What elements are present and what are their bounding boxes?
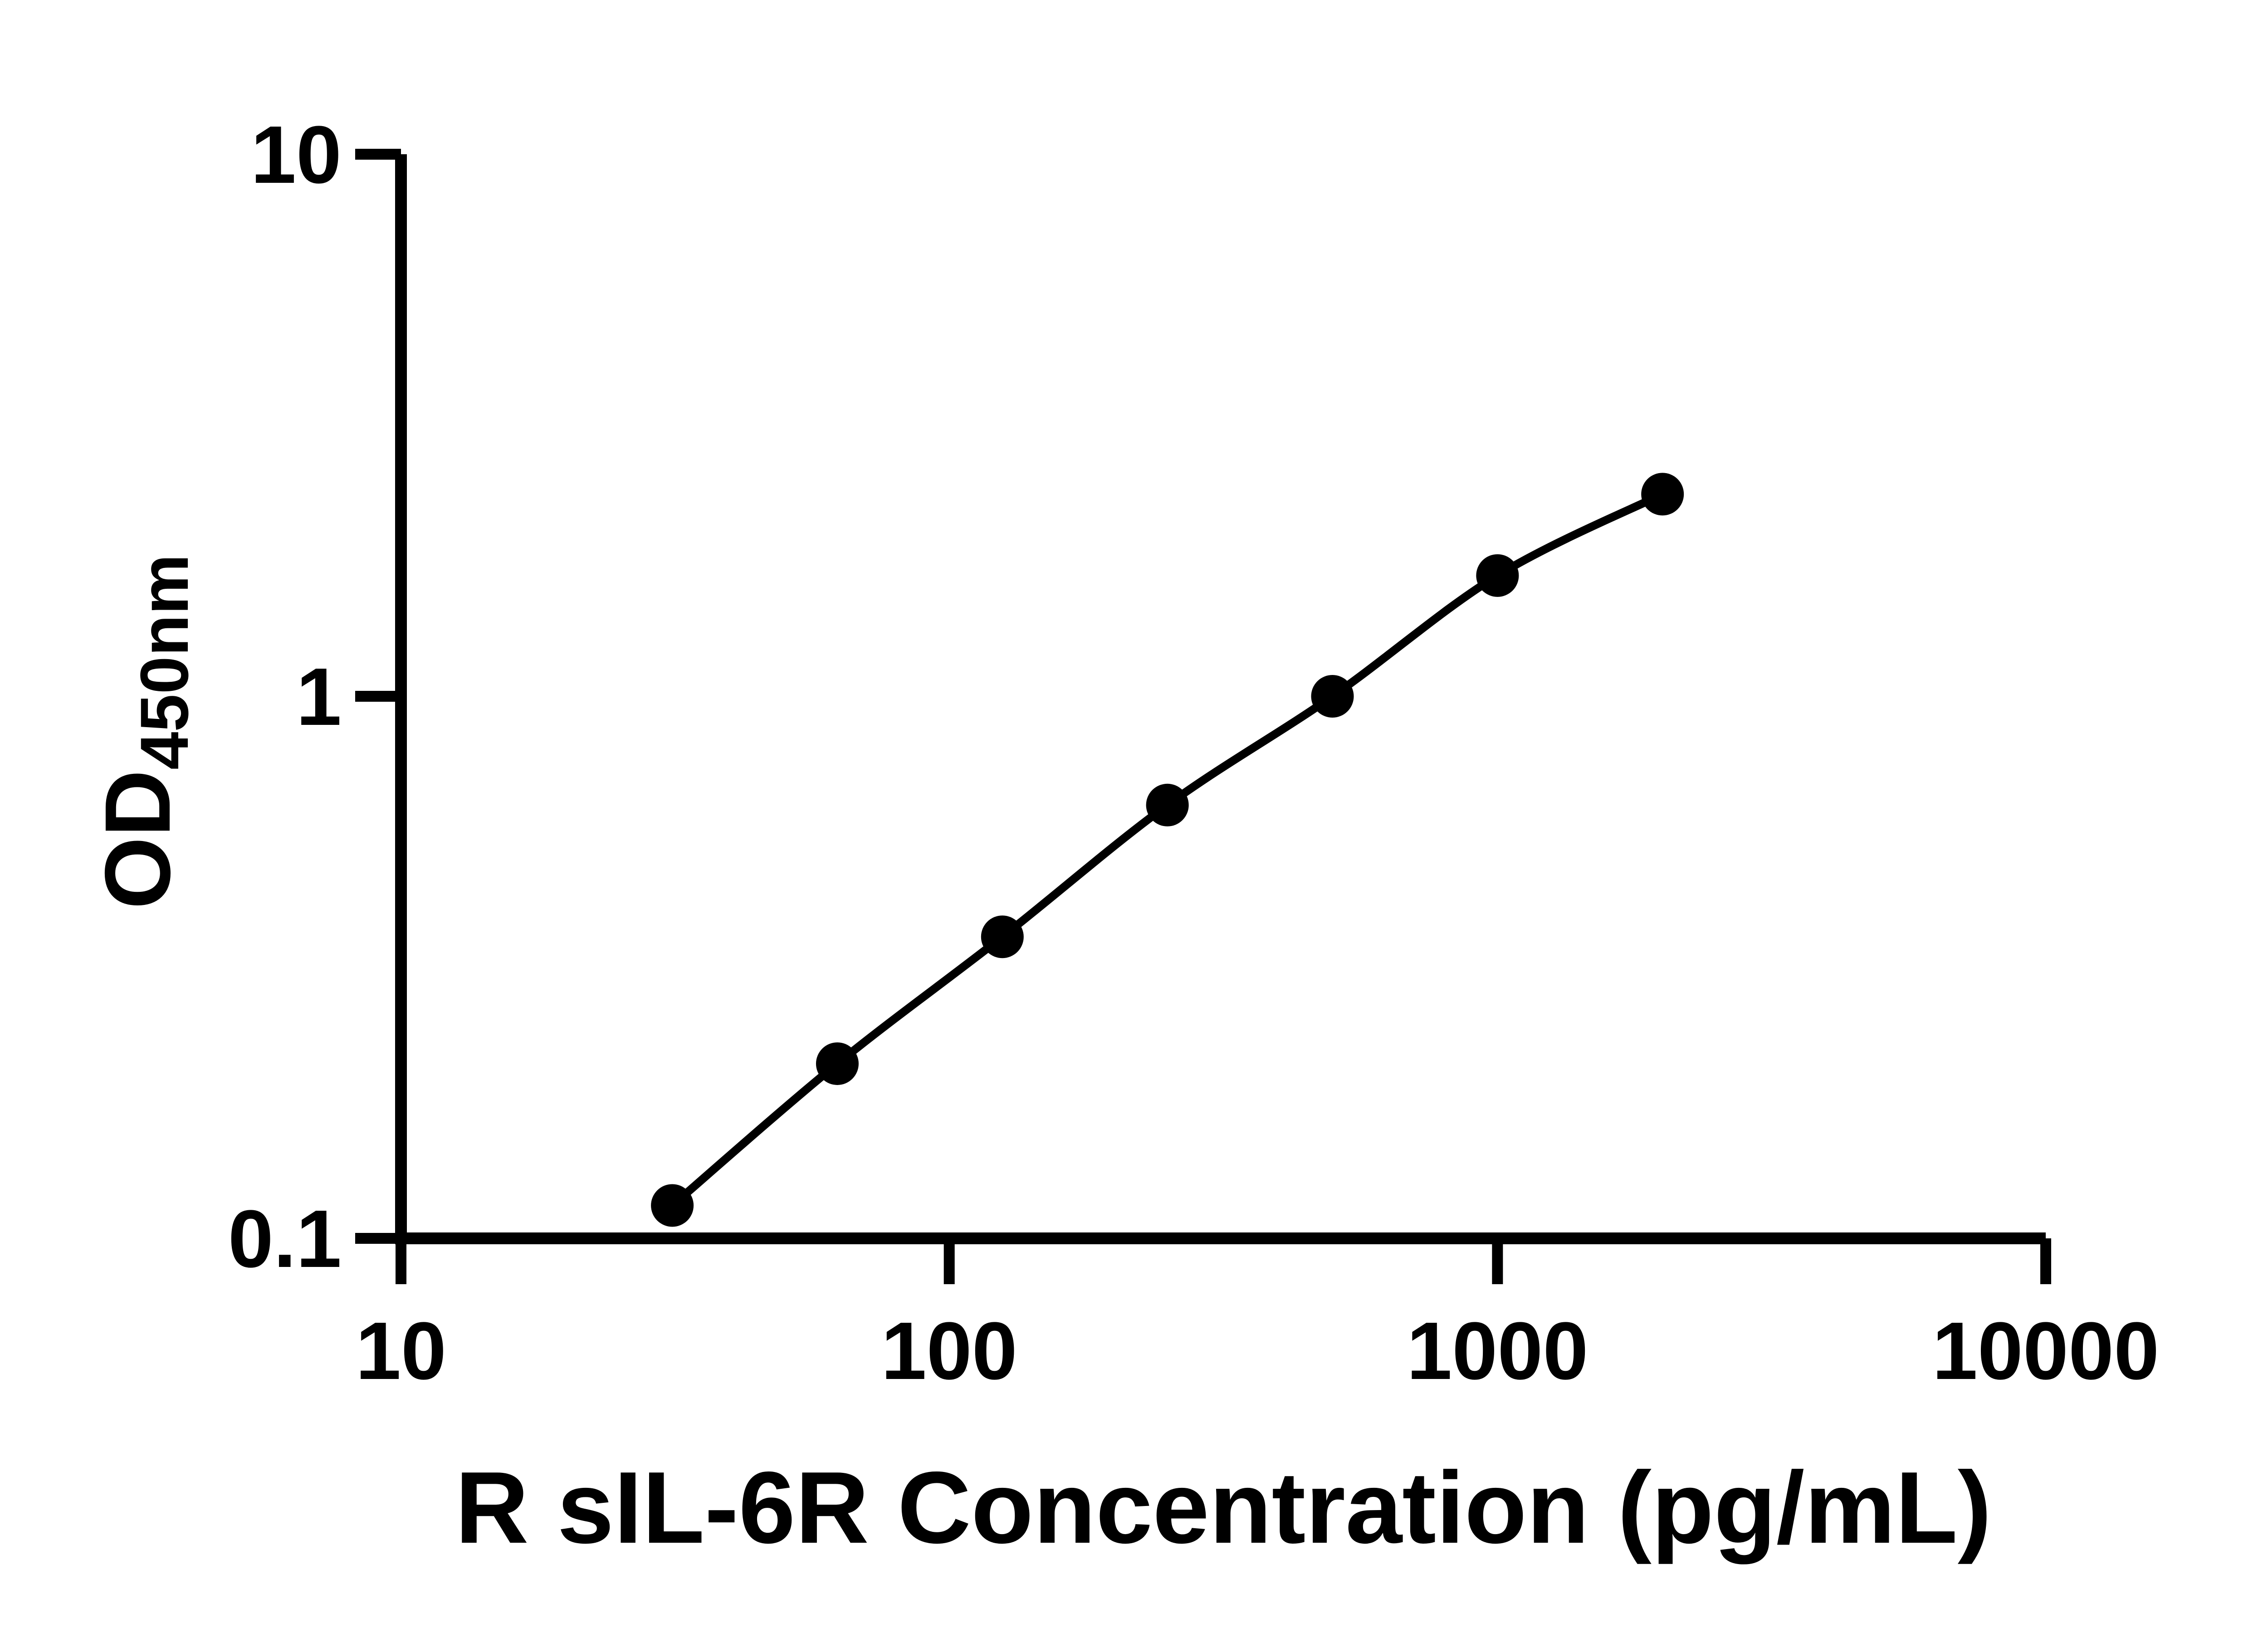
x-axis-tick-label: 10	[356, 1305, 446, 1397]
data-point	[651, 1184, 694, 1227]
y-axis-label-main: OD	[86, 770, 190, 909]
data-point	[1476, 554, 1519, 597]
y-axis-label-subscript: 450nm	[126, 554, 202, 770]
y-axis-label: OD450nm	[86, 554, 202, 909]
y-axis-tick-label: 10	[251, 109, 342, 200]
standard-curve-line	[670, 490, 1665, 1209]
data-point	[981, 915, 1024, 958]
y-axis-tick-label: 0.1	[228, 1193, 342, 1285]
data-points	[651, 473, 1684, 1227]
y-axis-tick-label: 1	[296, 651, 342, 743]
x-axis-tick-label: 10000	[1932, 1305, 2160, 1397]
data-point	[1641, 473, 1684, 516]
data-point	[1311, 675, 1354, 718]
x-axis-tick-label: 100	[881, 1305, 1017, 1397]
axes	[395, 154, 2046, 1244]
data-point	[816, 1042, 859, 1085]
data-point	[1146, 783, 1189, 826]
axis-lines	[395, 154, 2046, 1244]
tick-labels: 0.1 1 10 10 100 1000 10000	[228, 109, 2160, 1397]
x-axis-title: R sIL-6R Concentration (pg/mL)	[455, 1450, 1991, 1565]
axis-ticks	[355, 149, 2052, 1284]
x-axis-tick-label: 1000	[1407, 1305, 1588, 1397]
standard-curve-path	[670, 490, 1665, 1209]
